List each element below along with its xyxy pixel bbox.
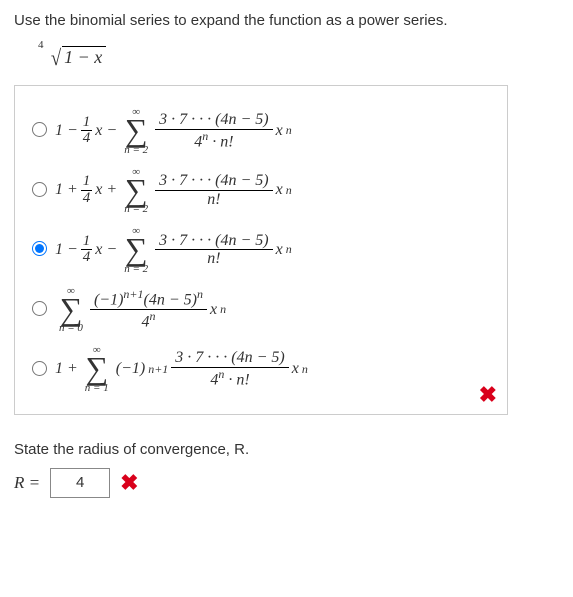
- option-row: 1 −14x −∞∑n = 23 · 7 · · · (4n − 5)4n · …: [27, 106, 495, 156]
- option-radio[interactable]: [32, 122, 47, 137]
- option-math: 1 −14x −∞∑n = 23 · 7 · · · (4n − 5)n!xn: [55, 225, 292, 275]
- option-math: ∞∑n = 0(−1)n+1(4n − 5)n4nxn: [55, 285, 226, 335]
- radius-prompt: State the radius of convergence, R.: [14, 441, 559, 458]
- option-radio[interactable]: [32, 301, 47, 316]
- radius-input[interactable]: 4: [50, 468, 110, 498]
- option-row: 1 −14x −∞∑n = 23 · 7 · · · (4n − 5)n!xn: [27, 225, 495, 275]
- option-math: 1 +14x +∞∑n = 23 · 7 · · · (4n − 5)n!xn: [55, 166, 292, 216]
- option-math: 1 −14x −∞∑n = 23 · 7 · · · (4n − 5)4n · …: [55, 106, 292, 156]
- expression-display: 4 √1 − x: [46, 43, 559, 69]
- option-math: 1 +∞∑n = 1(−1)n+13 · 7 · · · (4n − 5)4n …: [55, 344, 308, 394]
- option-radio[interactable]: [32, 241, 47, 256]
- option-row: ∞∑n = 0(−1)n+1(4n − 5)n4nxn: [27, 285, 495, 335]
- option-radio[interactable]: [32, 182, 47, 197]
- option-row: 1 +∞∑n = 1(−1)n+13 · 7 · · · (4n − 5)4n …: [27, 344, 495, 394]
- wrong-icon: ✖: [120, 470, 138, 496]
- options-container: 1 −14x −∞∑n = 23 · 7 · · · (4n − 5)4n · …: [14, 85, 508, 415]
- option-radio[interactable]: [32, 361, 47, 376]
- option-row: 1 +14x +∞∑n = 23 · 7 · · · (4n − 5)n!xn: [27, 166, 495, 216]
- r-label: R =: [14, 473, 40, 493]
- question-prompt: Use the binomial series to expand the fu…: [14, 12, 559, 29]
- wrong-icon: ✖: [479, 382, 497, 407]
